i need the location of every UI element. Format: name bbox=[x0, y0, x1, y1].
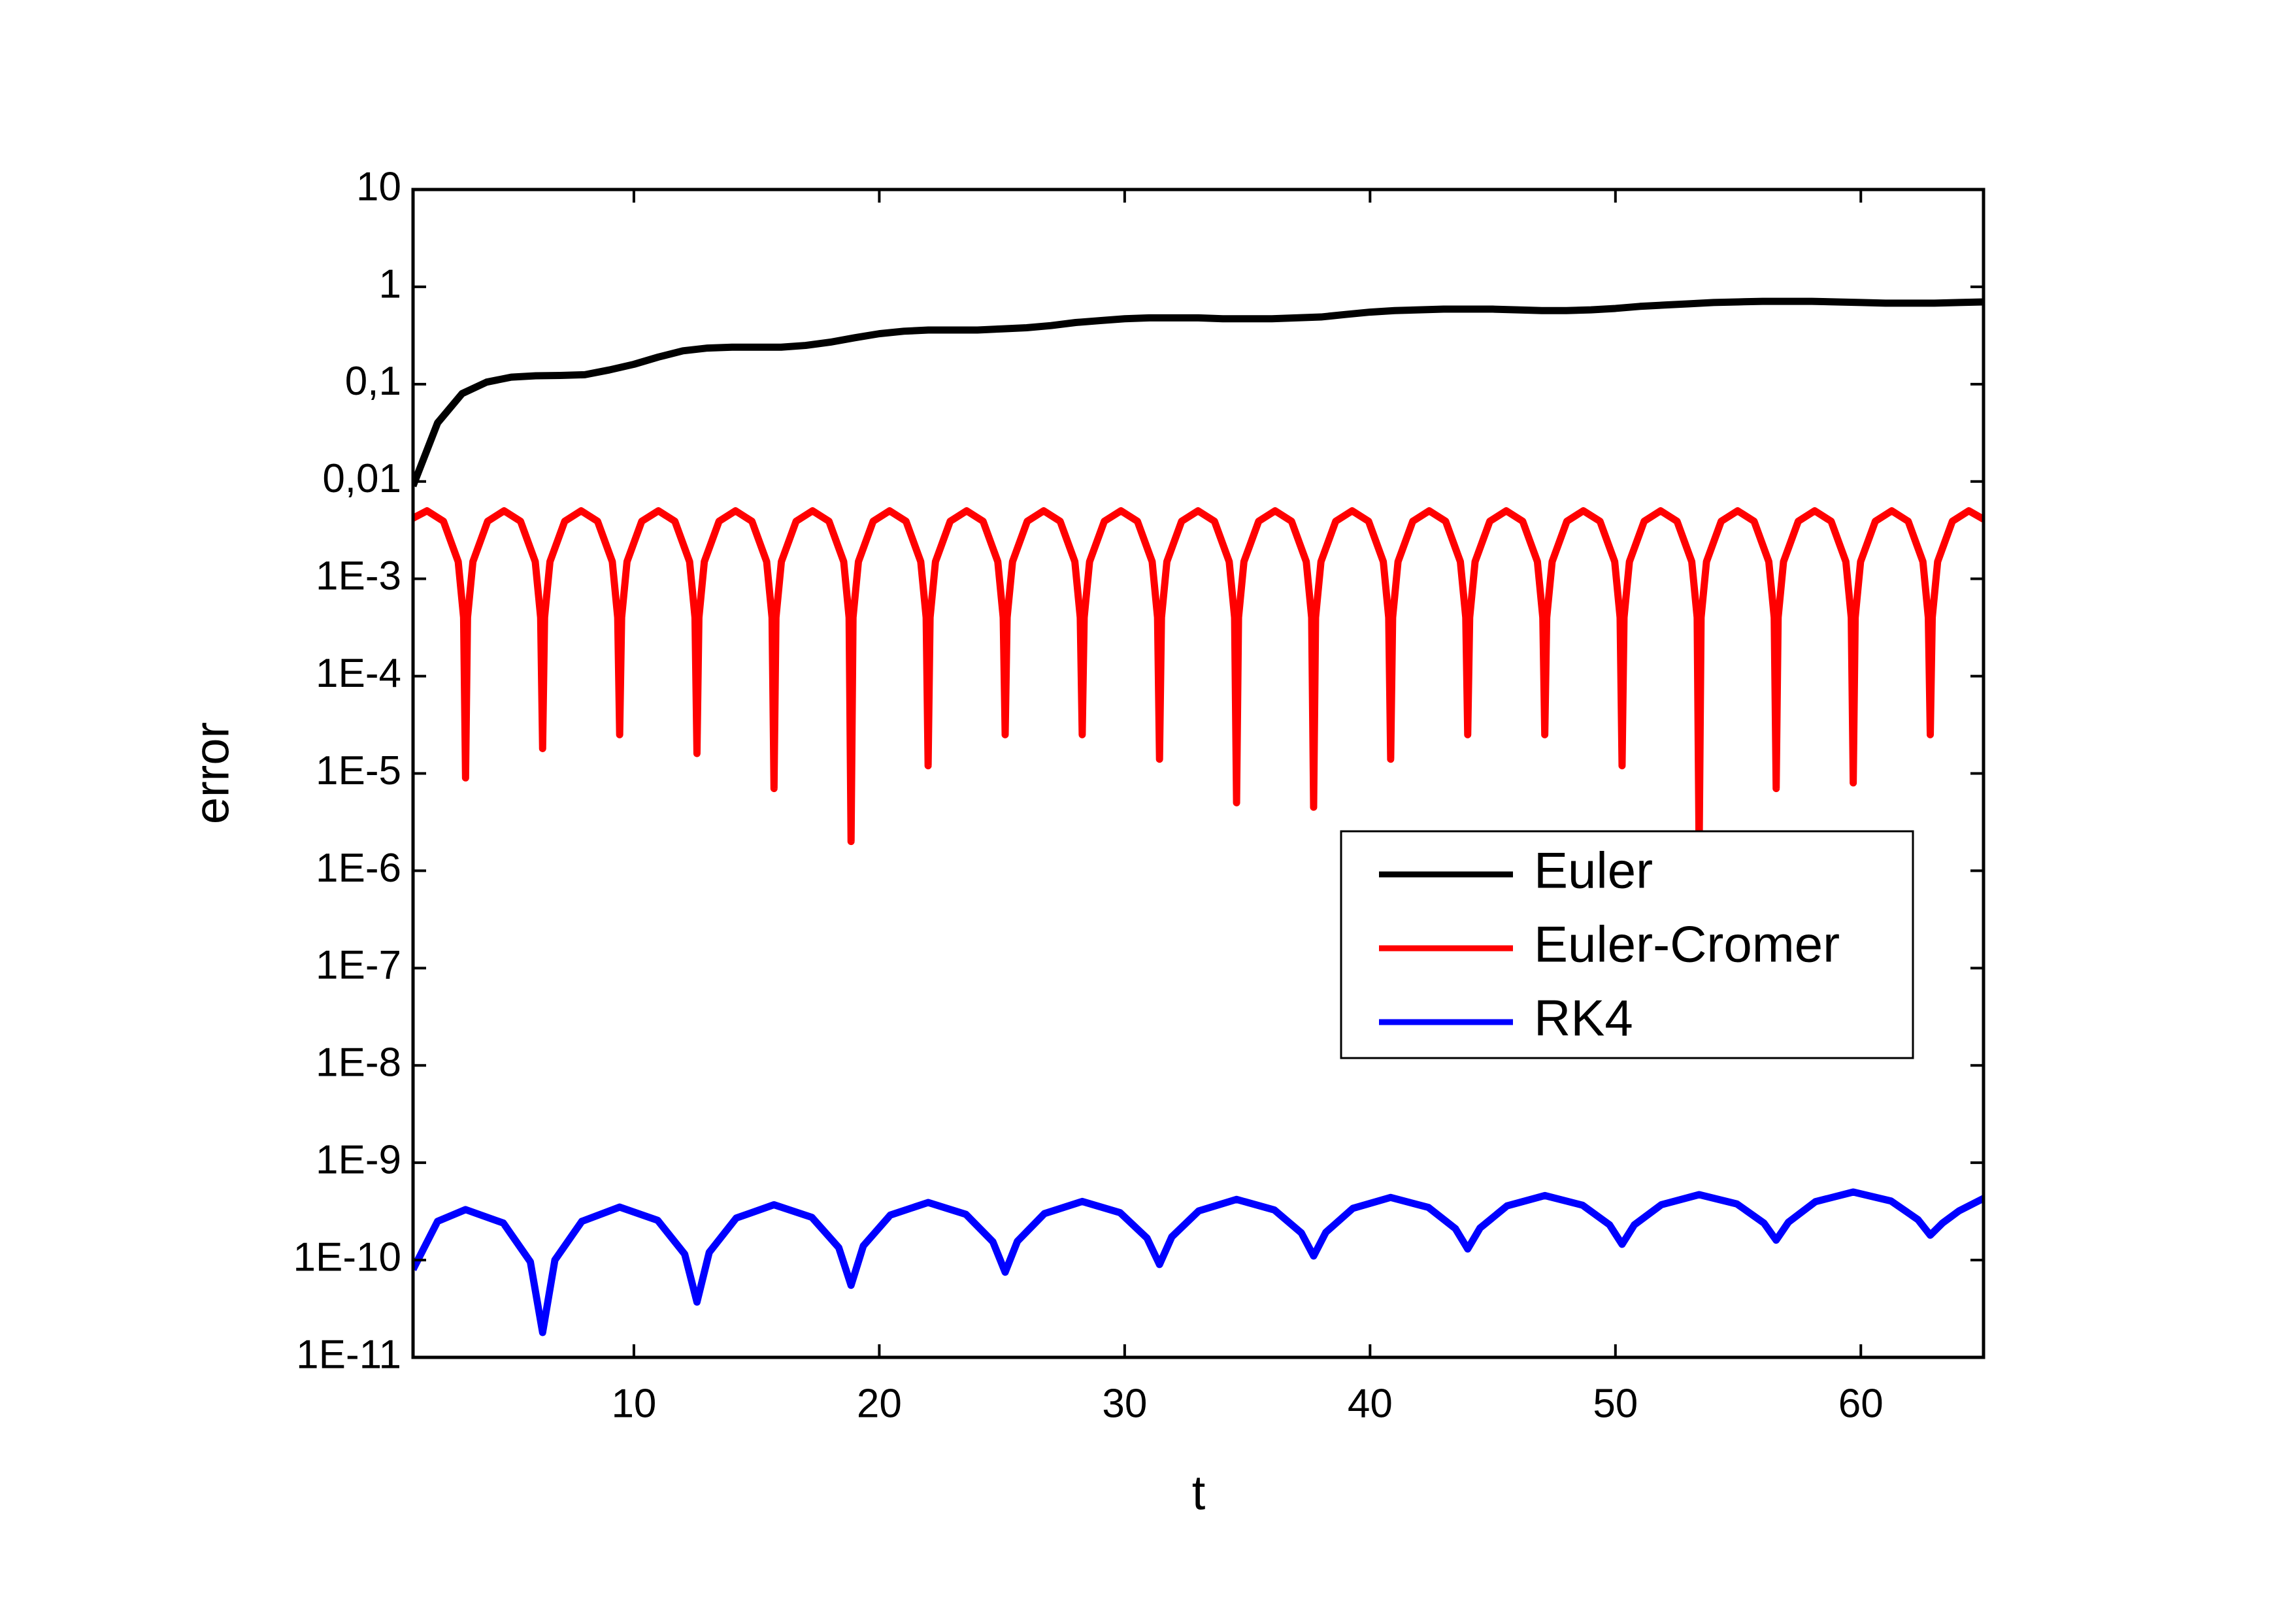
y-tick-label: 0,01 bbox=[322, 456, 401, 501]
series-line bbox=[413, 1188, 1984, 1336]
y-tick-label: 1E-3 bbox=[316, 554, 401, 599]
y-tick-label: 1E-11 bbox=[296, 1332, 401, 1377]
x-tick-label: 20 bbox=[857, 1381, 902, 1426]
x-tick-label: 30 bbox=[1102, 1381, 1147, 1426]
x-axis-title: t bbox=[1192, 1466, 1206, 1520]
y-tick-label: 1E-6 bbox=[316, 846, 401, 891]
y-tick-label: 0,1 bbox=[345, 359, 401, 404]
y-tick-label: 1E-4 bbox=[316, 651, 401, 696]
x-tick-label: 10 bbox=[611, 1381, 656, 1426]
x-tick-label: 40 bbox=[1348, 1381, 1393, 1426]
series-line bbox=[413, 507, 1984, 857]
legend-label: Euler bbox=[1534, 842, 1653, 899]
y-tick-label: 1E-5 bbox=[316, 748, 401, 793]
y-axis-title: error bbox=[185, 722, 239, 824]
legend-label: Euler-Cromer bbox=[1534, 916, 1840, 973]
y-tick-label: 1E-8 bbox=[316, 1040, 401, 1085]
y-tick-label: 1E-10 bbox=[293, 1235, 401, 1280]
x-tick-label: 50 bbox=[1593, 1381, 1638, 1426]
series-line bbox=[413, 297, 1984, 488]
y-tick-label: 1E-7 bbox=[316, 943, 401, 988]
y-tick-label: 1 bbox=[379, 261, 401, 307]
y-tick-label: 10 bbox=[356, 164, 401, 209]
x-tick-label: 60 bbox=[1838, 1381, 1884, 1426]
plot-area bbox=[413, 297, 1984, 1336]
y-tick-label: 1E-9 bbox=[316, 1138, 401, 1183]
legend-label: RK4 bbox=[1534, 989, 1633, 1047]
